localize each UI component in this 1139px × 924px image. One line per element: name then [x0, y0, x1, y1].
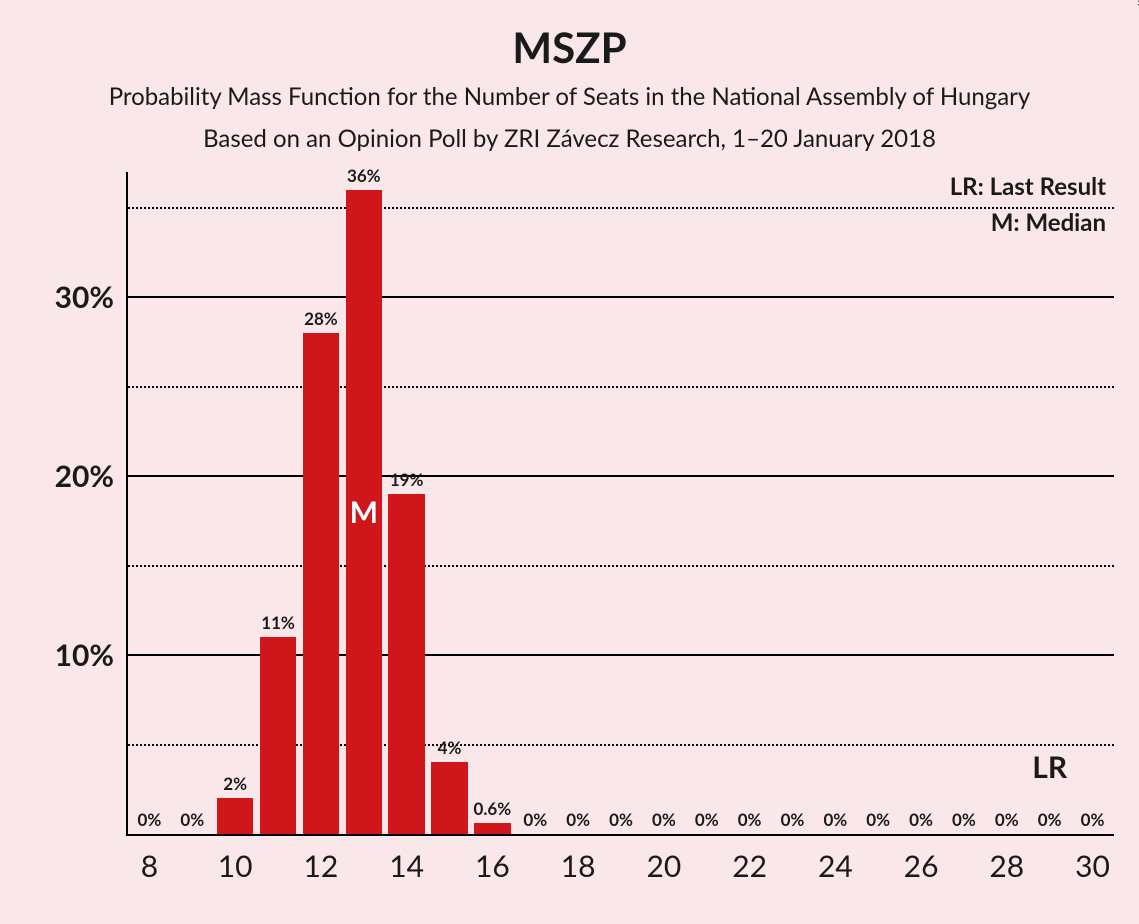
x-tick-label: 14: [389, 848, 424, 884]
legend-lr: LR: Last Result: [950, 172, 1106, 201]
x-tick-label: 28: [989, 848, 1024, 884]
bar-value-label: 0%: [781, 809, 805, 830]
bar: [474, 823, 510, 834]
x-tick-label: 26: [904, 848, 939, 884]
bar-value-label: 0%: [995, 809, 1019, 830]
x-tick-label: 22: [732, 848, 767, 884]
x-tick-label: 8: [141, 848, 158, 884]
y-tick-label: 20%: [55, 458, 114, 494]
bar: [260, 637, 296, 834]
bar-value-label: 0%: [566, 809, 590, 830]
gridline-minor: [128, 207, 1114, 209]
y-axis: [126, 172, 128, 836]
bar-value-label: 0%: [523, 809, 547, 830]
copyright-text: © 2018 Filip van Laenen: [1135, 0, 1139, 6]
x-tick-label: 18: [561, 848, 596, 884]
bar: [388, 494, 424, 834]
median-marker: M: [350, 494, 378, 530]
bar-value-label: 0%: [1081, 809, 1105, 830]
bar-value-label: 0.6%: [474, 798, 512, 819]
chart-subtitle-2: Based on an Opinion Poll by ZRI Závecz R…: [0, 124, 1139, 153]
bar-value-label: 0%: [609, 809, 633, 830]
bar-value-label: 4%: [438, 737, 462, 758]
bar-value-label: 0%: [823, 809, 847, 830]
chart-plot-area: LR: Last Result M: Median 10%20%30%81012…: [128, 172, 1114, 834]
bar: [217, 798, 253, 834]
bar: [303, 333, 339, 834]
bar-value-label: 36%: [347, 165, 381, 186]
x-tick-label: 16: [475, 848, 510, 884]
bar-value-label: 0%: [1038, 809, 1062, 830]
legend-median: M: Median: [991, 208, 1106, 237]
bar-value-label: 0%: [138, 809, 162, 830]
bar-value-label: 2%: [223, 773, 247, 794]
gridline-minor: [128, 386, 1114, 388]
x-axis: [128, 834, 1114, 836]
gridline-major: [128, 296, 1114, 298]
bar-value-label: 0%: [738, 809, 762, 830]
x-tick-label: 20: [646, 848, 681, 884]
last-result-marker: LR: [1032, 749, 1067, 785]
bar-value-label: 0%: [866, 809, 890, 830]
gridline-minor: [128, 565, 1114, 567]
bar-value-label: 0%: [909, 809, 933, 830]
x-tick-label: 10: [218, 848, 253, 884]
bar-value-label: 0%: [952, 809, 976, 830]
y-tick-label: 30%: [55, 279, 114, 315]
chart-title: MSZP: [0, 22, 1139, 72]
bar-value-label: 0%: [695, 809, 719, 830]
x-tick-label: 24: [818, 848, 853, 884]
bar: [431, 762, 467, 834]
y-tick-label: 10%: [55, 637, 114, 673]
chart-subtitle-1: Probability Mass Function for the Number…: [0, 82, 1139, 111]
gridline-major: [128, 475, 1114, 477]
x-tick-label: 12: [304, 848, 339, 884]
bar-value-label: 28%: [304, 308, 338, 329]
bar-value-label: 19%: [390, 469, 424, 490]
bar-value-label: 0%: [180, 809, 204, 830]
x-tick-label: 30: [1075, 848, 1110, 884]
bar-value-label: 0%: [652, 809, 676, 830]
bar-value-label: 11%: [261, 612, 295, 633]
